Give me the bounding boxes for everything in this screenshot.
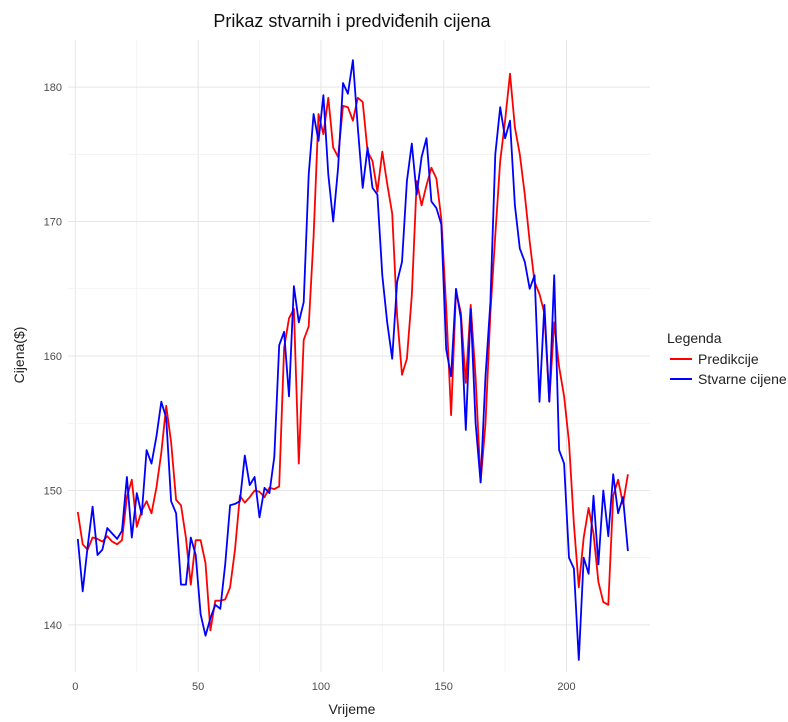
x-tick-label: 50 — [192, 681, 204, 693]
x-tick-label: 200 — [557, 681, 575, 693]
y-tick-label: 140 — [44, 620, 62, 632]
x-axis-ticks: 0 50 100 150 200 — [72, 681, 575, 693]
legend-label: Predikcije — [698, 351, 759, 367]
y-tick-label: 160 — [44, 351, 62, 363]
y-axis-title: Cijena($) — [11, 327, 27, 384]
chart-title: Prikaz stvarnih i predviđenih cijena — [213, 11, 491, 31]
series-line-predikcije — [76, 72, 629, 632]
y-axis-ticks: 140 150 160 170 180 — [44, 82, 62, 632]
legend-title: Legenda — [667, 330, 722, 346]
y-tick-label: 150 — [44, 485, 62, 497]
x-axis-title: Vrijeme — [329, 701, 376, 717]
series-line-stvarne-cijene — [76, 59, 629, 661]
x-tick-label: 150 — [435, 681, 453, 693]
plot-area — [68, 40, 650, 672]
x-tick-label: 100 — [312, 681, 330, 693]
y-tick-label: 180 — [44, 82, 62, 94]
x-tick-label: 0 — [72, 681, 78, 693]
legend: Legenda Predikcije Stvarne cijene — [667, 330, 787, 387]
legend-items: Predikcije Stvarne cijene — [670, 351, 787, 387]
y-tick-label: 170 — [44, 217, 62, 229]
legend-label: Stvarne cijene — [698, 371, 787, 387]
series-layer — [76, 59, 629, 661]
